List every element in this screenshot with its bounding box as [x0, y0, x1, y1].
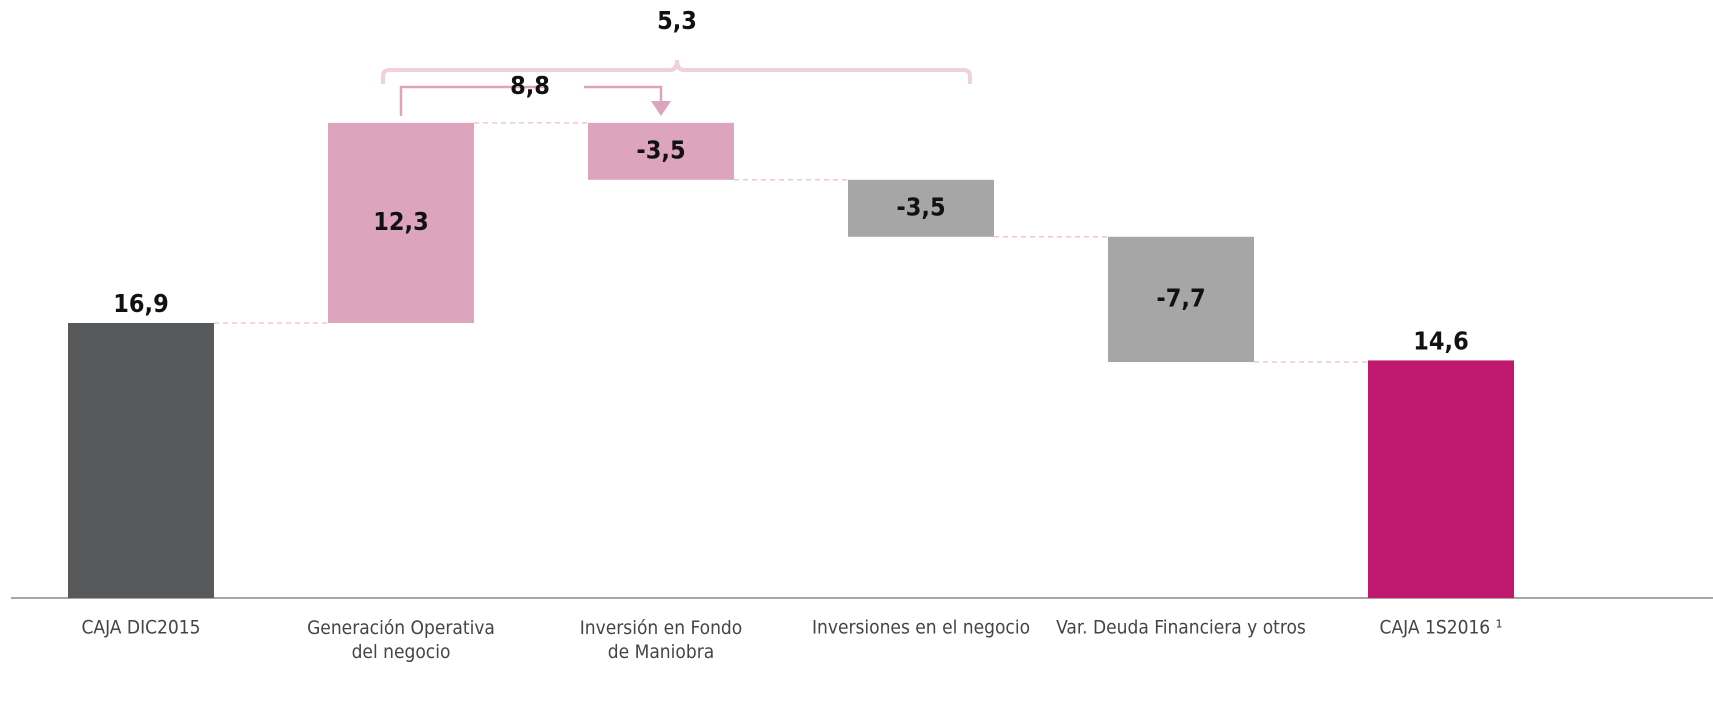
- x-tick-label: Generación Operativa del negocio: [307, 617, 495, 663]
- x-tick-label: Var. Deuda Financiera y otros: [1056, 617, 1306, 639]
- bar: [68, 323, 214, 598]
- annotation: 8,8: [510, 71, 550, 100]
- bar: [1368, 360, 1514, 598]
- bar: [1108, 236, 1254, 363]
- x-tick-label: CAJA DIC2015: [81, 617, 200, 639]
- x-tick-label: CAJA 1S2016 ¹: [1380, 617, 1503, 639]
- bar: [588, 122, 734, 180]
- bar: [328, 122, 474, 324]
- annotation: 5,3: [657, 6, 697, 35]
- value-label: 14,6: [1413, 326, 1469, 355]
- value-label: -3,5: [636, 135, 685, 164]
- value-label: -3,5: [896, 192, 945, 221]
- value-label: 16,9: [113, 289, 169, 318]
- brace-5-3: [381, 59, 972, 84]
- arrow-head: [651, 101, 671, 116]
- x-tick-label: Inversiones en el negocio: [812, 617, 1030, 639]
- x-tick-label: Inversión en Fondo de Maniobra: [580, 617, 742, 663]
- value-label: 12,3: [373, 207, 429, 236]
- value-label: -7,7: [1156, 283, 1205, 312]
- bracket-8-8: [399, 85, 663, 116]
- bar: [848, 179, 994, 237]
